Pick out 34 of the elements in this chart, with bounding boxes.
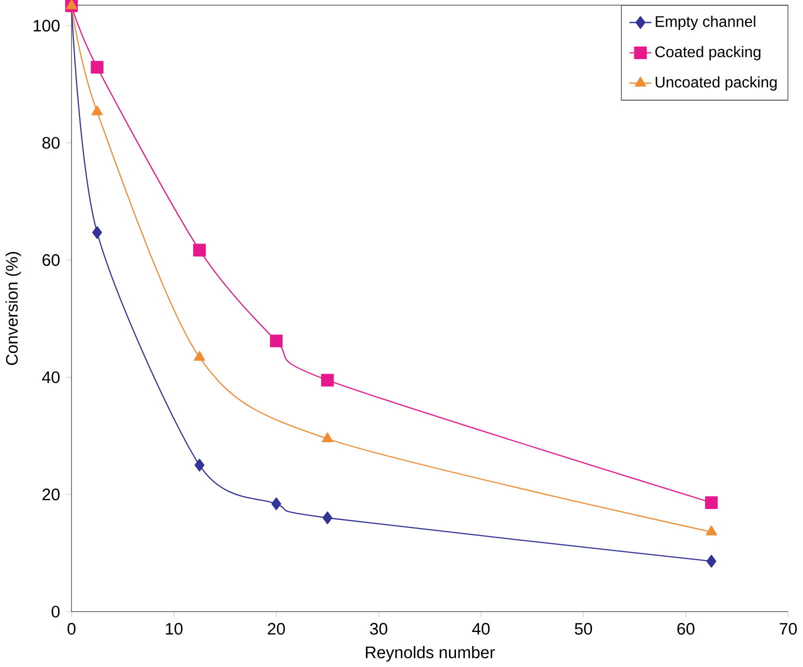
x-tick-label: 40 [472, 622, 490, 635]
point [322, 432, 334, 442]
point [92, 226, 102, 239]
point [705, 496, 718, 509]
point [193, 244, 206, 256]
legend-label: Coated packing [655, 46, 760, 60]
point [322, 511, 332, 524]
y-axis-title: Conversion (%) [6, 252, 22, 365]
x-tick-label: 0 [68, 622, 76, 635]
x-tick-label: 70 [780, 622, 797, 635]
point [66, 0, 78, 10]
legend-label: Empty channel [656, 16, 756, 30]
point [321, 374, 334, 386]
point [92, 105, 103, 116]
x-tick-label: 60 [677, 622, 694, 635]
point [706, 526, 717, 536]
y-tick-label: 80 [42, 136, 60, 149]
x-axis-title: Reynolds number [366, 646, 495, 662]
x-tick-label: 10 [166, 622, 183, 635]
y-tick-label: 0 [52, 606, 60, 618]
point [271, 497, 282, 510]
x-tick-label: 20 [268, 622, 285, 635]
y-tick-label: 60 [42, 254, 60, 266]
point [194, 458, 204, 472]
point [270, 334, 283, 348]
point [194, 350, 206, 361]
y-tick-label: 100 [34, 20, 60, 32]
point [706, 554, 716, 568]
y-tick-label: 40 [42, 371, 60, 384]
legend-label: Uncoated packing [656, 76, 777, 91]
y-tick-label: 20 [42, 488, 60, 500]
x-tick-label: 30 [370, 622, 388, 635]
point [90, 60, 104, 74]
x-tick-label: 50 [574, 622, 592, 635]
